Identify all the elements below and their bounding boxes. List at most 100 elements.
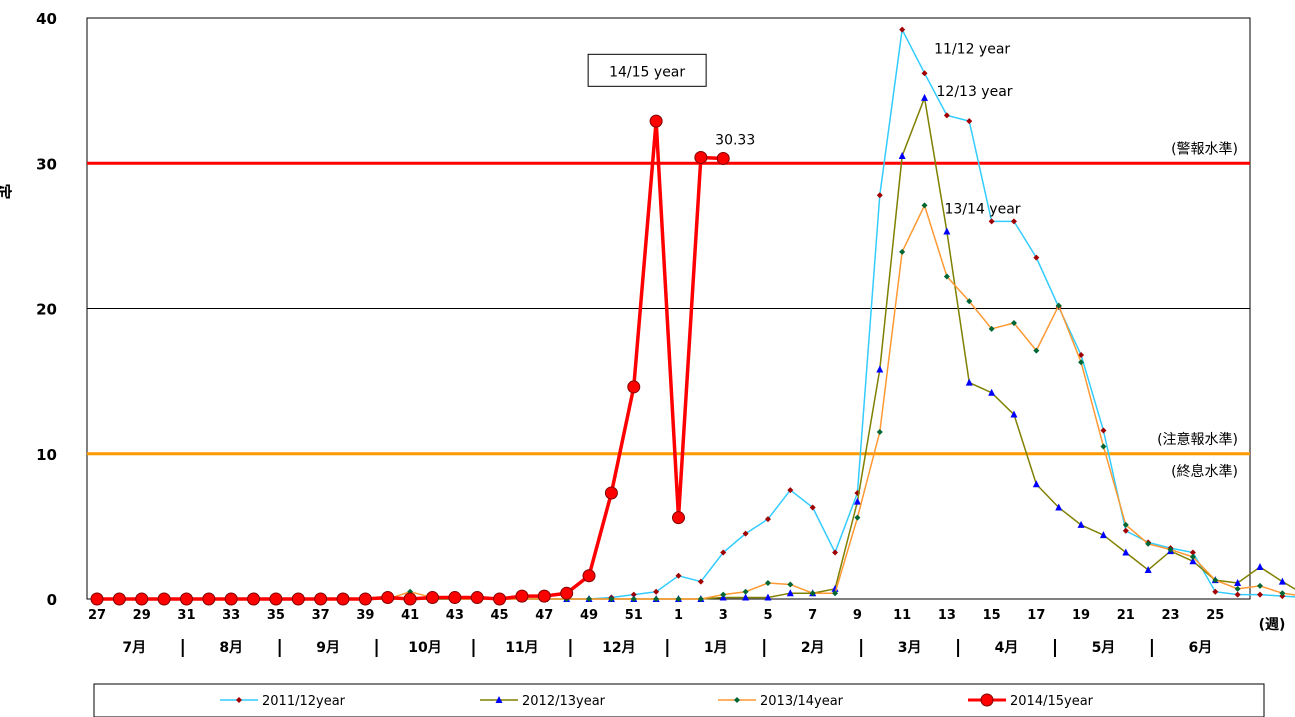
- data-point: [425, 591, 439, 605]
- data-point: [515, 589, 529, 603]
- data-point: [921, 70, 928, 77]
- data-point: [716, 151, 730, 165]
- data-point: [470, 591, 484, 605]
- month-label: 6月: [1188, 640, 1212, 656]
- data-point: [980, 693, 994, 707]
- reference-line-label: (警報水準): [1171, 141, 1238, 157]
- data-point: [1234, 585, 1241, 592]
- data-point: [236, 697, 242, 703]
- data-point: [966, 298, 973, 305]
- data-point: [720, 591, 727, 598]
- data-point: [537, 589, 551, 603]
- legend-label: 2012/13year: [522, 694, 606, 709]
- data-point: [560, 586, 574, 600]
- x-tick-label: 19: [1072, 608, 1090, 623]
- x-tick-label: 37: [312, 608, 330, 623]
- data-point: [179, 592, 193, 606]
- data-point: [854, 514, 861, 521]
- x-tick-label: 29: [133, 608, 151, 623]
- data-point: [1100, 443, 1107, 450]
- data-point: [675, 596, 682, 602]
- data-point: [921, 93, 929, 101]
- data-point: [1212, 588, 1219, 595]
- data-point: [653, 596, 660, 602]
- x-tick-label: 13: [938, 608, 956, 623]
- data-point: [582, 569, 596, 583]
- data-point: [135, 592, 149, 606]
- y-tick-label: 0: [47, 591, 57, 609]
- data-point: [831, 584, 839, 592]
- data-point: [697, 596, 704, 602]
- series-line: [97, 95, 1295, 600]
- annotation-label: 11/12 year: [934, 42, 1010, 58]
- data-point: [608, 596, 615, 602]
- data-point: [1278, 577, 1286, 585]
- y-tick-label: 30: [36, 155, 57, 173]
- data-point: [1122, 521, 1129, 528]
- data-point: [493, 592, 507, 606]
- data-point: [1100, 427, 1107, 434]
- data-point: [1077, 520, 1085, 528]
- month-label: 2月: [801, 640, 825, 656]
- series-line: [97, 120, 724, 601]
- data-point: [1189, 553, 1196, 560]
- data-point: [1099, 531, 1107, 539]
- legend-label: 2011/12year: [262, 694, 346, 709]
- data-point: [1144, 565, 1152, 573]
- data-point: [943, 112, 950, 119]
- month-label: 7月: [122, 640, 146, 656]
- x-tick-label: 31: [177, 608, 195, 623]
- data-point: [157, 592, 171, 606]
- annotation-label: 12/13 year: [937, 84, 1013, 100]
- legend: 2011/12year 2012/13year 2013/14year 2014/15…: [93, 683, 1265, 717]
- data-point: [899, 248, 906, 255]
- data-point: [876, 192, 883, 199]
- data-point: [653, 588, 660, 595]
- month-label: 9月: [316, 640, 340, 656]
- x-tick-label: 15: [983, 608, 1001, 623]
- data-point: [1055, 503, 1063, 511]
- x-tick-label: 43: [446, 608, 464, 623]
- annotation-label: 30.33: [715, 132, 755, 148]
- series-line: [97, 27, 1295, 600]
- data-point: [314, 592, 328, 606]
- data-point: [1032, 480, 1040, 488]
- data-point: [921, 202, 928, 209]
- data-point: [1122, 548, 1130, 556]
- month-label: 1月: [704, 640, 728, 656]
- data-point: [448, 591, 462, 605]
- x-tick-label: 1: [674, 608, 683, 623]
- x-tick-label: 5: [763, 608, 772, 623]
- data-point: [90, 592, 104, 606]
- month-label: 5月: [1092, 640, 1116, 656]
- x-tick-label: 27: [88, 608, 106, 623]
- data-point: [202, 592, 216, 606]
- data-point: [742, 593, 750, 601]
- data-point: [336, 592, 350, 606]
- annotation-box: [587, 53, 707, 87]
- data-point: [675, 572, 682, 579]
- data-point: [1078, 359, 1085, 366]
- data-point: [112, 592, 126, 606]
- data-point: [786, 589, 794, 597]
- data-point: [943, 227, 951, 235]
- data-point: [809, 504, 816, 511]
- data-point: [1055, 302, 1062, 309]
- data-point: [1167, 546, 1174, 553]
- data-point: [269, 592, 283, 606]
- data-point: [630, 591, 637, 598]
- data-point: [649, 114, 663, 128]
- x-tick-label: 33: [222, 608, 240, 623]
- data-point: [358, 592, 372, 606]
- data-point: [1279, 590, 1286, 597]
- data-point: [876, 428, 883, 435]
- data-point: [809, 590, 816, 597]
- month-label: 11月: [505, 640, 538, 656]
- data-point: [1033, 254, 1040, 261]
- y-tick-label: 40: [36, 10, 57, 28]
- x-tick-label: 3: [719, 608, 728, 623]
- legend-label: 2014/15year: [1010, 694, 1094, 709]
- data-point: [1033, 347, 1040, 354]
- data-point: [1257, 591, 1263, 598]
- data-point: [1189, 549, 1196, 556]
